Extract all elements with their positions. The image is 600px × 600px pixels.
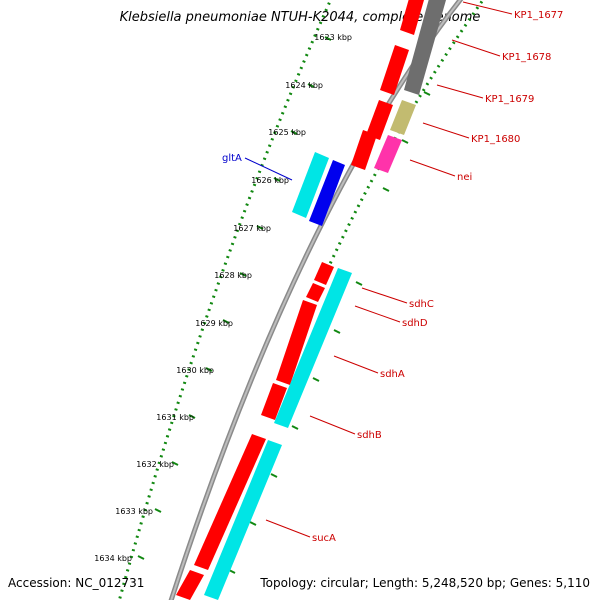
gene-cluster-suc bbox=[176, 434, 282, 600]
gene-KP1_1678[interactable] bbox=[380, 45, 409, 95]
gene-label-KP1_1679[interactable]: KP1_1679 bbox=[485, 94, 534, 105]
gene-cluster-sdh bbox=[261, 262, 352, 428]
gltA-leader-line bbox=[244, 157, 293, 181]
outer-tick-marks bbox=[228, 91, 431, 574]
gene-label-KP1_1677[interactable]: KP1_1677 bbox=[514, 10, 563, 21]
gene-label-sdhB[interactable]: sdhB bbox=[357, 430, 382, 441]
gene-olive[interactable] bbox=[390, 100, 416, 135]
gene-label-sdhA[interactable]: sdhA bbox=[380, 369, 405, 380]
gene-cluster-gltA bbox=[292, 152, 345, 226]
gene-KP1_1679[interactable] bbox=[366, 100, 393, 140]
gene-cluster-top bbox=[351, 0, 446, 173]
kbp-label: 1627 kbp bbox=[233, 224, 271, 233]
gene-sucA[interactable] bbox=[194, 434, 266, 570]
accession-text: Accession: NC_012731 bbox=[8, 576, 145, 590]
kbp-label: 1625 kbp bbox=[268, 128, 306, 137]
gene-label-KP1_1678[interactable]: KP1_1678 bbox=[502, 52, 551, 63]
inner-scale-ring bbox=[117, 0, 333, 600]
kbp-label: 1629 kbp bbox=[195, 319, 233, 328]
gene-label-sucA[interactable]: sucA bbox=[312, 533, 336, 544]
gene-label-nei[interactable]: nei bbox=[457, 172, 472, 183]
genome-title: Klebsiella pneumoniae NTUH-K2044, comple… bbox=[119, 10, 481, 25]
gene-label-sdhD[interactable]: sdhD bbox=[402, 318, 428, 329]
label-leader-lines bbox=[265, 1, 513, 538]
gene-nei-magenta[interactable] bbox=[374, 135, 402, 173]
gene-labels: KP1_1677 KP1_1678 KP1_1679 KP1_1680 nei … bbox=[222, 10, 563, 544]
gene-gltA[interactable] bbox=[309, 160, 345, 226]
gene-KP1_1677[interactable] bbox=[400, 0, 424, 35]
kbp-label: 1631 kbp bbox=[156, 413, 194, 422]
gene-label-KP1_1680[interactable]: KP1_1680 bbox=[471, 134, 520, 145]
kbp-label: 1626 kbp bbox=[251, 176, 289, 185]
gene-sdhB[interactable] bbox=[261, 383, 287, 420]
gene-suc-cyan[interactable] bbox=[204, 440, 282, 600]
kbp-label: 1624 kbp bbox=[285, 81, 323, 90]
kbp-label: 1634 kbp bbox=[94, 554, 132, 563]
topology-text: Topology: circular; Length: 5,248,520 bp… bbox=[260, 576, 590, 590]
gene-label-gltA[interactable]: gltA bbox=[222, 153, 242, 164]
kbp-label: 1628 kbp bbox=[214, 271, 252, 280]
gene-sdhA[interactable] bbox=[276, 300, 317, 385]
gene-KP1_1680[interactable] bbox=[351, 130, 377, 170]
gene-sdhC[interactable] bbox=[314, 262, 334, 285]
kbp-label: 1633 kbp bbox=[115, 507, 153, 516]
scale-tick-marks bbox=[137, 36, 332, 560]
kbp-label: 1623 kbp bbox=[314, 33, 352, 42]
kbp-label: 1632 kbp bbox=[136, 460, 174, 469]
kbp-label: 1630 kbp bbox=[176, 366, 214, 375]
outer-scale-ring bbox=[316, 0, 485, 291]
gene-sdhD[interactable] bbox=[306, 283, 325, 302]
gene-hypothetical-grey[interactable] bbox=[404, 0, 446, 95]
gene-sucB[interactable] bbox=[176, 570, 204, 600]
gene-gltA-cyan[interactable] bbox=[292, 152, 329, 218]
gene-sdh-cyan[interactable] bbox=[274, 268, 352, 428]
gene-label-sdhC[interactable]: sdhC bbox=[409, 299, 434, 310]
kbp-tick-labels: 1623 kbp 1624 kbp 1625 kbp 1626 kbp 1627… bbox=[94, 33, 352, 563]
